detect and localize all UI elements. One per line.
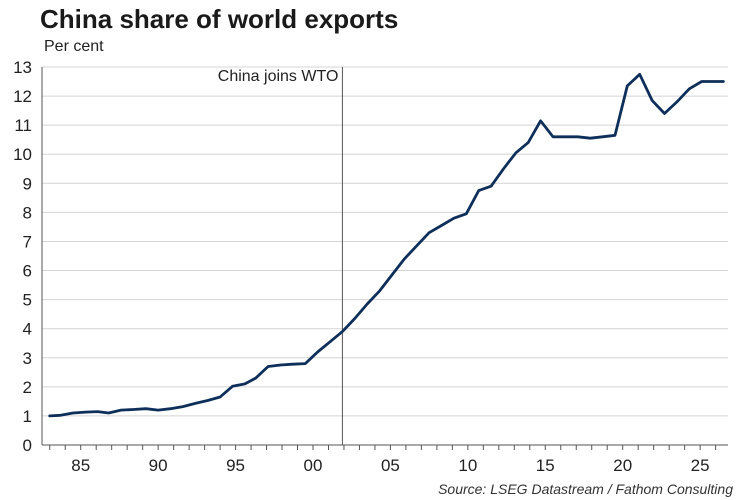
- y-tick-label-9: 9: [23, 174, 32, 193]
- x-axis: 85 90 95 00 05 10 15 20 25: [42, 444, 728, 475]
- y-tick-label-11: 11: [14, 116, 32, 135]
- x-tick-label-25: 25: [691, 456, 710, 475]
- x-tick-label-90: 90: [149, 456, 168, 475]
- x-tick-label-00: 00: [304, 456, 323, 475]
- x-tick-label-85: 85: [71, 456, 90, 475]
- y-tick-label-7: 7: [23, 232, 32, 251]
- y-tick-label-12: 12: [13, 87, 32, 106]
- source-note: Source: LSEG Datastream / Fathom Consult…: [438, 481, 733, 497]
- y-tick-label-0: 0: [23, 436, 32, 455]
- gridlines: [42, 66, 728, 417]
- wto-annotation-label: China joins WTO: [218, 68, 339, 85]
- chart-title: China share of world exports: [40, 4, 399, 34]
- y-tick-label-6: 6: [23, 262, 32, 281]
- x-tick-label-10: 10: [458, 456, 477, 475]
- y-tick-label-8: 8: [23, 203, 32, 222]
- y-tick-label-10: 10: [13, 145, 32, 164]
- x-tick-label-15: 15: [536, 456, 555, 475]
- y-tick-label-3: 3: [23, 349, 32, 368]
- x-tick-label-20: 20: [613, 456, 632, 475]
- series-line-0: [48, 72, 725, 418]
- series-layer: [48, 72, 725, 418]
- y-tick-label-4: 4: [23, 320, 32, 339]
- y-tick-label-2: 2: [23, 378, 32, 397]
- y-tick-label-1: 1: [23, 407, 32, 426]
- x-tick-label-05: 05: [381, 456, 400, 475]
- y-tick-label-13: 13: [13, 58, 32, 77]
- wto-annotation: China joins WTO: [218, 67, 343, 445]
- x-tick-label-95: 95: [226, 456, 245, 475]
- y-tick-label-5: 5: [23, 291, 32, 310]
- y-axis-unit-label: Per cent: [44, 38, 104, 55]
